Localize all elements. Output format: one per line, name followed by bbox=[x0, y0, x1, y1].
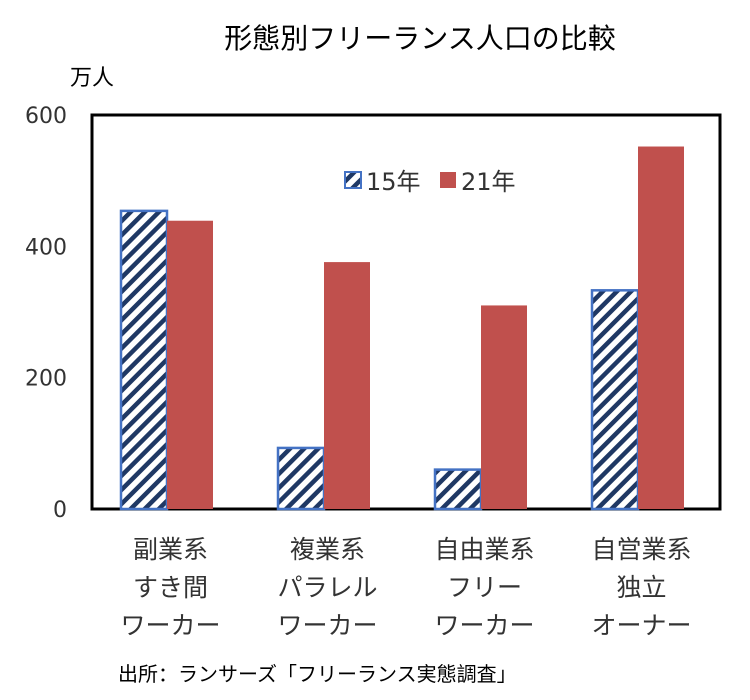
bar-15年-複業系 bbox=[276, 446, 326, 511]
x-category-label: パラレル bbox=[277, 573, 377, 602]
y-tick-label: 0 bbox=[53, 498, 67, 523]
y-tick-label: 400 bbox=[25, 235, 67, 260]
x-category-label: 副業系 bbox=[133, 535, 208, 564]
bar-15年-自由業系 bbox=[433, 468, 483, 511]
x-category-label: すき間 bbox=[133, 573, 208, 602]
legend-label-15: 15年 bbox=[366, 168, 421, 196]
x-category-label: 独立 bbox=[616, 573, 666, 602]
bar-21年-複業系 bbox=[324, 262, 370, 509]
bar-21年-副業系 bbox=[167, 220, 213, 509]
legend-label-21: 21年 bbox=[461, 168, 516, 196]
y-tick-label: 600 bbox=[25, 104, 67, 129]
legend-swatch-21 bbox=[440, 172, 456, 188]
bar-15年-自営業系 bbox=[590, 289, 640, 511]
x-category-label: ワーカー bbox=[120, 611, 220, 640]
chart-title: 形態別フリーランス人口の比較 bbox=[224, 22, 615, 55]
x-category-label: フリー bbox=[447, 573, 522, 602]
legend-swatch-15 bbox=[344, 171, 362, 189]
y-tick-label: 200 bbox=[25, 367, 67, 392]
x-category-label: オーナー bbox=[591, 611, 691, 640]
x-category-label: 自営業系 bbox=[591, 535, 691, 564]
legend: 15年 21年 bbox=[344, 168, 516, 196]
plot-area-frame bbox=[90, 113, 722, 511]
bar-marks bbox=[119, 146, 684, 511]
y-axis-ticks: 0 200 400 600 bbox=[25, 104, 67, 523]
bar-21年-自由業系 bbox=[481, 305, 527, 509]
bar-21年-自営業系 bbox=[638, 146, 684, 509]
x-category-label: ワーカー bbox=[277, 611, 377, 640]
x-category-label: ワーカー bbox=[434, 611, 534, 640]
x-category-label: 自由業系 bbox=[434, 535, 534, 564]
bar-15年-副業系 bbox=[119, 209, 169, 511]
y-axis-unit-label: 万人 bbox=[70, 66, 114, 91]
x-category-label: 複業系 bbox=[290, 535, 365, 564]
source-note: 出所：ランサーズ「フリーランス実態調査」 bbox=[118, 662, 517, 686]
